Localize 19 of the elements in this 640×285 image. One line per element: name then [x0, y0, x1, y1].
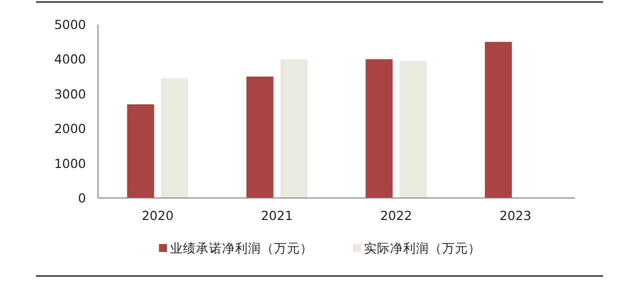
bar — [280, 59, 308, 198]
x-tick-label: 2022 — [380, 208, 412, 223]
bar — [366, 59, 393, 198]
y-tick-label: 0 — [78, 190, 86, 206]
x-tick-label: 2023 — [499, 208, 532, 223]
y-tick-label: 1000 — [54, 156, 86, 171]
bar — [484, 42, 512, 198]
y-tick-label: 3000 — [54, 86, 86, 102]
y-tick-label: 5000 — [54, 17, 86, 32]
bar — [246, 76, 274, 198]
bar — [161, 78, 188, 198]
x-tick-label: 2021 — [260, 208, 293, 223]
bar — [127, 104, 154, 198]
x-tick-label: 2020 — [142, 208, 174, 223]
y-tick-label: 2000 — [54, 121, 86, 136]
bar — [400, 60, 427, 198]
y-tick-label: 4000 — [54, 52, 86, 67]
legend-label: 实际净利润（万元） — [364, 240, 481, 256]
legend-label: 业绩承诺净利润（万元） — [170, 240, 313, 256]
